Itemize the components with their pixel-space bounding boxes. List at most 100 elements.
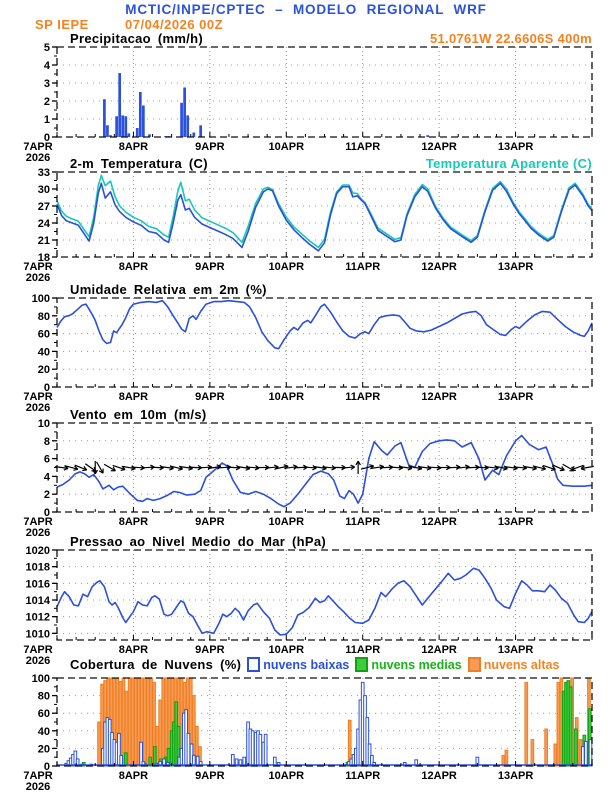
cloud-bar (556, 681, 561, 767)
x-tick-label: 8APR (119, 261, 148, 273)
precip-bar (135, 128, 139, 137)
cloud-bar (148, 756, 153, 767)
precip-bar (127, 133, 131, 137)
wind-arrow-head (159, 467, 164, 471)
wind-arrow-head (571, 469, 576, 472)
wind-arrow (532, 465, 546, 470)
y-tick-label: 0 (44, 382, 50, 394)
wind-arrow-head (245, 467, 251, 471)
cloud-bar (133, 677, 138, 767)
x-tick-label: 12APR (421, 391, 457, 403)
cloud-bar (553, 743, 558, 767)
x-tick-label: 13APR (498, 261, 534, 273)
wind-arrow-head (188, 467, 193, 471)
precip-bar (199, 125, 203, 137)
y-tick-label: 60 (38, 329, 50, 341)
y-tick-label: 30 (38, 184, 50, 196)
x-tick-label: 7APR (23, 516, 52, 528)
x-tick-label: 9APR (195, 644, 224, 656)
wind-arrow (103, 463, 116, 472)
wind-arrow-head (513, 467, 518, 471)
wind-arrow-head (312, 467, 317, 471)
wind-arrow-head (254, 467, 260, 471)
y-tick-label: 1010 (26, 628, 50, 640)
panel-title-umidade: Umidade Relativa em 2m (%) (70, 282, 267, 297)
y-tick-label: 3 (44, 78, 50, 90)
wind-arrow-head (264, 464, 270, 469)
wind-arrow-head (541, 465, 546, 470)
precip-bar (115, 116, 118, 137)
wind-arrow-head (426, 467, 432, 471)
x-tick-label: 8APR (119, 391, 148, 403)
cloud-bar (127, 677, 132, 767)
clouds-title-row: Cobertura de Nuvens (%) nuvens baixas nu… (70, 657, 594, 672)
wind-arrow (84, 463, 97, 472)
x-tick-label: 11APR (345, 391, 380, 403)
y-tick-label: 40 (38, 346, 50, 358)
y-tick-label: 1020 (26, 545, 50, 557)
cloud-bar (158, 761, 163, 767)
wind-arrow-head (355, 460, 359, 466)
data-line (56, 174, 593, 249)
y-tick-label: 1012 (26, 612, 50, 624)
y-tick-label: 1016 (26, 578, 50, 590)
wind-arrow (284, 466, 298, 469)
wind-arrow (513, 466, 527, 469)
wind-arrow-head (570, 465, 575, 471)
legend-label-nuvens-altas: nuvens altas (483, 657, 560, 672)
x-tick-label: 13APR (498, 516, 534, 528)
cloud-bar (584, 740, 588, 767)
wind-arrow-head (120, 468, 126, 472)
wind-arrow-head (357, 460, 361, 466)
wind-arrow-head (98, 470, 104, 474)
y-tick-label: 27 (38, 201, 50, 213)
x-tick-label: 12APR (421, 770, 457, 782)
legend-item-nuvens-baixas: nuvens baixas (247, 657, 349, 672)
y-tick-label: 10 (38, 418, 50, 430)
nuvens-baixas-swatch-icon (247, 657, 261, 672)
x-tick-label: 8APR (119, 644, 148, 656)
wind-arrow-head (292, 464, 298, 468)
cloud-bar (530, 739, 535, 767)
x-tick-label: 13APR (498, 644, 534, 656)
x-tick-label: 13APR (498, 391, 534, 403)
y-tick-label: 0 (44, 507, 50, 519)
y-tick-label: 8 (44, 436, 50, 448)
precip-bar (106, 125, 109, 137)
x-tick-label: 10APR (269, 516, 305, 528)
y-tick-label: 33 (38, 167, 50, 179)
cloud-bar (123, 752, 128, 767)
cloud-bar (161, 677, 166, 767)
wind-arrow (65, 465, 78, 470)
precip-bar (192, 132, 196, 137)
x-tick-label: 9APR (195, 516, 224, 528)
wind-arrow-head (92, 469, 96, 475)
x-tick-label: 11APR (345, 770, 380, 782)
legend-item-nuvens-altas: nuvens altas (467, 657, 560, 672)
wind-arrow (112, 464, 126, 471)
wind-arrow (494, 465, 508, 470)
precip-bar (180, 102, 183, 137)
nuvens-altas-swatch-icon (467, 657, 481, 672)
wind-arrow-head (112, 466, 116, 472)
x-year-label: 2026 (26, 402, 50, 414)
wind-arrow-head (464, 464, 470, 468)
cloud-bar (258, 733, 263, 767)
x-tick-label: 13APR (498, 141, 534, 153)
panel-title-vento: Vento em 10m (m/s) (70, 407, 207, 422)
run-datetime-label: 07/04/2026 00Z (125, 17, 224, 32)
cloud-bar (580, 746, 585, 767)
wind-arrow-head (455, 464, 461, 468)
y-tick-label: 20 (38, 364, 50, 376)
wind-arrow-head (551, 465, 556, 470)
wind-arrow-head (350, 464, 355, 468)
cloud-bar (97, 721, 101, 767)
wind-arrow (179, 465, 193, 470)
x-tick-label: 9APR (195, 770, 224, 782)
y-tick-label: 18 (38, 252, 50, 264)
y-tick-label: 21 (38, 235, 50, 247)
wind-arrow (485, 466, 499, 469)
wind-arrow-head (484, 467, 489, 471)
